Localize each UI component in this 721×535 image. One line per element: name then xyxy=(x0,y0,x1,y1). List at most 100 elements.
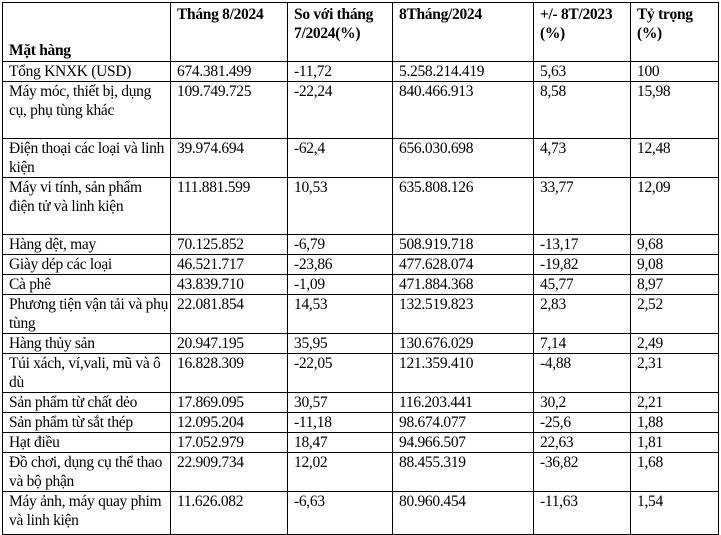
table-row: Giày dép các loại 46.521.717 -23,86 477.628… xyxy=(2,254,719,275)
header-item: Mặt hàng xyxy=(2,2,171,62)
cell-item: Hàng dệt, may xyxy=(2,234,171,255)
cell-share: 1,88 xyxy=(630,412,719,433)
cell-change-yoy: -4,88 xyxy=(533,353,631,393)
cell-share: 2,31 xyxy=(630,353,719,393)
cell-8-months: 508.919.718 xyxy=(392,234,534,255)
cell-share: 1,54 xyxy=(630,491,719,535)
cell-item: Túi xách, ví,vali, mũ và ô dù xyxy=(2,353,171,393)
cell-item: Điện thoại các loại và linh kiện xyxy=(2,138,171,178)
cell-change-yoy: 8,58 xyxy=(533,81,631,139)
header-vs-prev-month: So với tháng 7/2024(%) xyxy=(287,2,393,62)
table-row: Hạt điều 17.052.979 18,47 94.966.507 22,63 1,… xyxy=(2,432,719,453)
table-row: Túi xách, ví,vali, mũ và ô dù 16.828.309-… xyxy=(2,353,719,393)
cell-share: 2,49 xyxy=(630,333,719,354)
cell-month: 17.869.095 xyxy=(170,392,288,413)
cell-vs-prev-month: -6,79 xyxy=(287,234,393,255)
cell-vs-prev-month: -22,05 xyxy=(287,353,393,393)
cell-8-months: 471.884.368 xyxy=(392,274,534,295)
header-8-months: 8Tháng/2024 xyxy=(392,2,534,62)
cell-share: 9,68 xyxy=(630,234,719,255)
cell-8-months: 840.466.913 xyxy=(392,81,534,139)
cell-share: 2,21 xyxy=(630,392,719,413)
table-row: Điện thoại các loại và linh kiện 39.974.6… xyxy=(2,138,719,178)
cell-share: 9,08 xyxy=(630,254,719,275)
cell-change-yoy: -36,82 xyxy=(533,452,631,492)
cell-item: Sản phẩm từ chất dẻo xyxy=(2,392,171,413)
cell-item: Máy ảnh, máy quay phim và linh kiện xyxy=(2,491,171,535)
table-row: Phương tiện vận tải và phụ tùng 22.081.85… xyxy=(2,294,719,334)
cell-item: Đồ chơi, dụng cụ thể thao và bộ phận xyxy=(2,452,171,492)
table-row: Sản phẩm từ chất dẻo 17.869.095 30,57 116.2… xyxy=(2,392,719,413)
cell-month: 70.125.852 xyxy=(170,234,288,255)
cell-share: 15,98 xyxy=(630,81,719,139)
cell-share: 2,52 xyxy=(630,294,719,334)
table-row: Sản phẩm từ sắt thép 12.095.204 -11,18 98.6… xyxy=(2,412,719,433)
cell-month: 16.828.309 xyxy=(170,353,288,393)
cell-month: 17.052.979 xyxy=(170,432,288,453)
cell-change-yoy: -25,6 xyxy=(533,412,631,433)
cell-8-months: 477.628.074 xyxy=(392,254,534,275)
cell-share: 8,97 xyxy=(630,274,719,295)
cell-8-months: 88.455.319 xyxy=(392,452,534,492)
cell-month: 674.381.499 xyxy=(170,61,288,82)
cell-month: 22.081.854 xyxy=(170,294,288,334)
table-row: Máy móc, thiết bị, dụng cụ, phụ tùng khá… xyxy=(2,81,719,139)
table-row: Hàng thủy sản 20.947.195 35,95 130.676.029 7… xyxy=(2,333,719,354)
table-row: Máy vi tính, sản phẩm điện tử và linh ki… xyxy=(2,177,719,235)
cell-share: 1,81 xyxy=(630,432,719,453)
cell-vs-prev-month: -6,63 xyxy=(287,491,393,535)
cell-month: 109.749.725 xyxy=(170,81,288,139)
cell-8-months: 116.203.441 xyxy=(392,392,534,413)
cell-change-yoy: -13,17 xyxy=(533,234,631,255)
cell-change-yoy: -11,63 xyxy=(533,491,631,535)
cell-vs-prev-month: 14,53 xyxy=(287,294,393,334)
cell-change-yoy: 30,2 xyxy=(533,392,631,413)
table-row: Cà phê 43.839.710 -1,09 471.884.368 45,77 8,9… xyxy=(2,274,719,295)
cell-vs-prev-month: -1,09 xyxy=(287,274,393,295)
cell-item: Cà phê xyxy=(2,274,171,295)
cell-8-months: 94.966.507 xyxy=(392,432,534,453)
cell-item: Hàng thủy sản xyxy=(2,333,171,354)
cell-item: Giày dép các loại xyxy=(2,254,171,275)
cell-change-yoy: 33,77 xyxy=(533,177,631,235)
cell-8-months: 132.519.823 xyxy=(392,294,534,334)
cell-vs-prev-month: -11,72 xyxy=(287,61,393,82)
cell-8-months: 121.359.410 xyxy=(392,353,534,393)
cell-change-yoy: 45,77 xyxy=(533,274,631,295)
cell-month: 43.839.710 xyxy=(170,274,288,295)
cell-vs-prev-month: 10,53 xyxy=(287,177,393,235)
cell-share: 100 xyxy=(630,61,719,82)
cell-8-months: 130.676.029 xyxy=(392,333,534,354)
cell-change-yoy: 22,63 xyxy=(533,432,631,453)
cell-month: 11.626.082 xyxy=(170,491,288,535)
table-row: Máy ảnh, máy quay phim và linh kiện 11.62… xyxy=(2,491,719,535)
cell-vs-prev-month: -62,4 xyxy=(287,138,393,178)
table-row: Tổng KNXK (USD) 674.381.499 -11,72 5.258.21… xyxy=(2,61,719,82)
cell-item: Sản phẩm từ sắt thép xyxy=(2,412,171,433)
cell-month: 22.909.734 xyxy=(170,452,288,492)
cell-share: 12,09 xyxy=(630,177,719,235)
cell-change-yoy: 4,73 xyxy=(533,138,631,178)
cell-change-yoy: 2,83 xyxy=(533,294,631,334)
header-change-yoy: +/- 8T/2023 (%) xyxy=(533,2,631,62)
cell-8-months: 98.674.077 xyxy=(392,412,534,433)
table-row: Đồ chơi, dụng cụ thể thao và bộ phận 22.9… xyxy=(2,452,719,492)
cell-vs-prev-month: 30,57 xyxy=(287,392,393,413)
cell-item: Máy móc, thiết bị, dụng cụ, phụ tùng khá… xyxy=(2,81,171,139)
cell-month: 39.974.694 xyxy=(170,138,288,178)
cell-8-months: 635.808.126 xyxy=(392,177,534,235)
cell-8-months: 80.960.454 xyxy=(392,491,534,535)
cell-change-yoy: -19,82 xyxy=(533,254,631,275)
cell-vs-prev-month: -23,86 xyxy=(287,254,393,275)
cell-share: 1,68 xyxy=(630,452,719,492)
cell-item: Hạt điều xyxy=(2,432,171,453)
table-row: Hàng dệt, may 70.125.852 -6,79 508.919.718-… xyxy=(2,234,719,255)
cell-change-yoy: 7,14 xyxy=(533,333,631,354)
cell-vs-prev-month: 35,95 xyxy=(287,333,393,354)
cell-share: 12,48 xyxy=(630,138,719,178)
cell-item: Tổng KNXK (USD) xyxy=(2,61,171,82)
cell-vs-prev-month: 18,47 xyxy=(287,432,393,453)
cell-vs-prev-month: 12,02 xyxy=(287,452,393,492)
cell-month: 46.521.717 xyxy=(170,254,288,275)
